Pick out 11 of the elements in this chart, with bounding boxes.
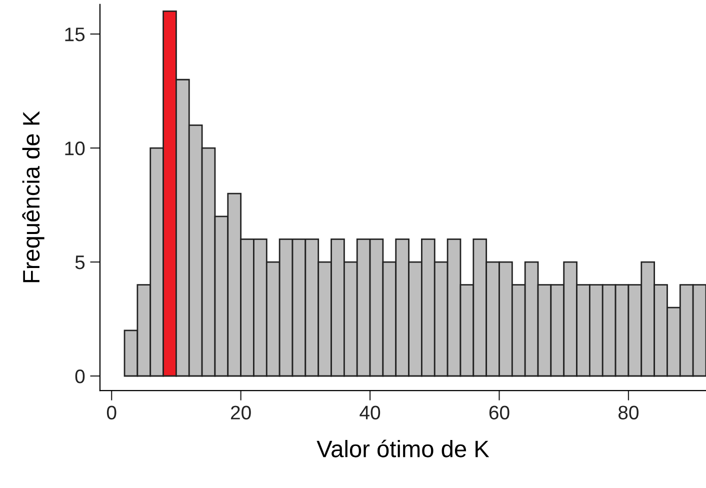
- y-axis-title: Frequência de K: [22, 111, 44, 282]
- x-tick-label: 60: [489, 406, 510, 420]
- y-tick-label: 10: [65, 141, 85, 156]
- x-tick-label: 40: [360, 406, 380, 420]
- x-tick-label: 20: [230, 406, 251, 420]
- x-tick-label: 80: [618, 406, 639, 420]
- x-axis-title: Valor ótimo de K: [316, 440, 490, 458]
- x-tick-label: 0: [106, 406, 116, 420]
- y-tick-label: 15: [65, 28, 85, 42]
- y-tick-label: 5: [75, 256, 85, 270]
- y-tick-label: 0: [75, 369, 85, 384]
